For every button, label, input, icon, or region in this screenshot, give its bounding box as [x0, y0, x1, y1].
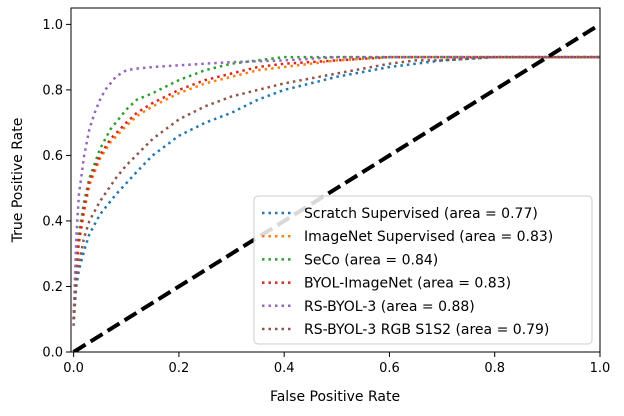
chance-diagonal-line [72, 22, 600, 352]
x-tick-label: 0.6 [379, 361, 400, 376]
legend-label-6: RS-BYOL-3 RGB S1S2 (area = 0.79) [304, 322, 549, 338]
y-tick-label: 1.0 [42, 18, 63, 33]
legend-box [253, 195, 593, 345]
y-tick-label: 0.2 [42, 280, 63, 295]
legend-label-2: ImageNet Supervised (area = 0.83) [304, 229, 553, 245]
x-tick-label: 0.0 [63, 361, 84, 376]
legend: Scratch Supervised (area = 0.77) ImageNet… [253, 195, 593, 345]
y-axis-label: True Positive Rate [10, 118, 26, 244]
y-tick-label: 0.0 [42, 346, 63, 361]
x-axis-label: False Positive Rate [270, 389, 400, 405]
series-line-2 [72, 55, 600, 320]
series-line-3 [72, 55, 600, 320]
series-line-5 [72, 55, 600, 320]
y-tick-label: 0.8 [42, 83, 63, 98]
plot-frame [70, 7, 601, 353]
x-tick-label: 0.8 [484, 361, 505, 376]
x-tick-label: 0.4 [274, 361, 295, 376]
x-axis: 0.0 0.2 0.4 0.6 0.8 1.0 [63, 352, 610, 376]
y-tick-label: 0.4 [42, 214, 63, 229]
legend-label-3: SeCo (area = 0.84) [304, 252, 438, 268]
legend-label-4: BYOL-ImageNet (area = 0.83) [304, 276, 511, 292]
x-tick-label: 1.0 [590, 361, 611, 376]
y-tick-label: 0.6 [42, 149, 63, 164]
series-layer [72, 22, 600, 352]
legend-label-1: Scratch Supervised (area = 0.77) [304, 206, 538, 222]
y-axis: 0.0 0.2 0.4 0.6 0.8 1.0 [42, 18, 71, 361]
series-line-6 [72, 55, 600, 326]
x-tick-label: 0.2 [169, 361, 190, 376]
legend-label-5: RS-BYOL-3 (area = 0.88) [304, 299, 475, 315]
